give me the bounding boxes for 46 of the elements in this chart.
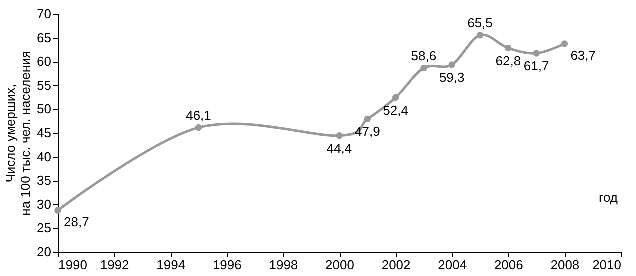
- y-tick-label: 40: [37, 149, 52, 164]
- data-label: 61,7: [524, 58, 550, 74]
- y-tick-label: 65: [37, 30, 52, 46]
- y-tick-label: 70: [37, 6, 52, 22]
- data-label: 62,8: [496, 53, 522, 68]
- y-tick-label: 35: [37, 173, 52, 188]
- x-tick-label: 2008: [550, 258, 580, 272]
- x-tick-label: 2006: [494, 258, 524, 272]
- data-label: 28,7: [64, 214, 90, 230]
- data-label: 59,3: [439, 70, 465, 85]
- data-label: 58,6: [411, 48, 437, 64]
- point: [336, 132, 343, 140]
- x-tick-label: 2000: [326, 258, 354, 272]
- x-tick-label: 2010: [592, 258, 622, 272]
- point: [195, 124, 202, 132]
- data-label: 63,7: [570, 48, 596, 63]
- data-label: 47,9: [354, 124, 380, 140]
- y-tick-label: 20: [37, 244, 52, 260]
- x-axis-title: год: [599, 190, 618, 205]
- data-label: 65,5: [468, 15, 493, 30]
- y-tick-label: 45: [37, 126, 52, 140]
- point: [476, 32, 484, 39]
- point: [364, 116, 372, 123]
- data-label: 44,4: [326, 140, 352, 156]
- x-tick-label: 1994: [156, 258, 186, 272]
- x-tick-label: 1990: [58, 258, 88, 272]
- point: [448, 62, 456, 68]
- data-label: 46,1: [186, 108, 212, 123]
- data-label: 52,4: [383, 102, 408, 118]
- point: [533, 50, 540, 57]
- x-tick-label: 1996: [212, 258, 242, 272]
- point: [420, 64, 428, 72]
- y-tick-label: 55: [37, 78, 52, 93]
- x-tick-label: 2004: [438, 258, 468, 272]
- x-tick-label: 2002: [382, 258, 411, 272]
- y-tick-label: 50: [37, 102, 52, 117]
- point: [392, 94, 400, 102]
- x-tick-label: 1998: [269, 258, 298, 272]
- point: [505, 44, 512, 52]
- y-tick-label: 60: [37, 54, 52, 70]
- point: [561, 40, 568, 48]
- y-tick-label: 25: [37, 220, 52, 236]
- point: [54, 207, 62, 214]
- x-tick-label: 1992: [100, 258, 130, 272]
- y-axis-title: Число умерших, на 100 тыс. чел. населения: [3, 51, 34, 216]
- y-tick-label: 30: [37, 196, 52, 212]
